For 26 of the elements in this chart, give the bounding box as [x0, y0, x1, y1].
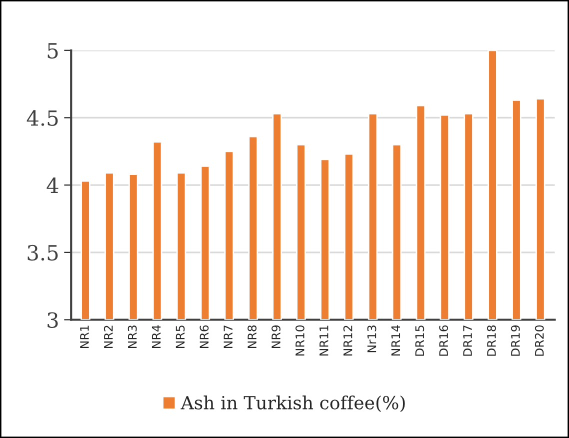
x-tick-label: NR7 — [224, 326, 232, 348]
y-tick-label: 3 — [48, 312, 58, 328]
y-tick-label: 4.5 — [26, 110, 58, 126]
x-tick-label: DR19 — [510, 325, 520, 356]
x-tick-label: NR1 — [80, 326, 89, 348]
x-tick-label: NR14 — [391, 325, 400, 356]
legend-label: Ash in Turkish coffee(%) — [180, 396, 405, 412]
y-tick-label: 3.5 — [28, 244, 58, 261]
x-tick-label: NR8 — [248, 325, 257, 348]
x-tick-label: Nr13 — [367, 326, 376, 352]
x-tick-label: DR16 — [439, 325, 448, 356]
x-tick-label: DR17 — [463, 326, 472, 356]
x-tick-label: NR9 — [272, 325, 280, 348]
x-tick-label: NR4 — [152, 325, 161, 348]
x-tick-label: NR3 — [128, 326, 137, 348]
x-tick-label: DR15 — [415, 326, 424, 356]
x-tick-label: DR18 — [487, 325, 496, 356]
x-tick-label: NR12 — [343, 326, 352, 356]
y-tick-label: 5 — [48, 43, 58, 59]
x-tick-label: NR11 — [320, 326, 328, 356]
y-tick-label: 4 — [46, 178, 58, 193]
x-tick-label: NR2 — [104, 326, 113, 348]
x-tick-label: DR20 — [534, 325, 544, 356]
x-tick-label: NR6 — [200, 325, 209, 348]
x-tick-label: NR5 — [176, 326, 185, 348]
x-tick-label: NR10 — [295, 325, 304, 356]
